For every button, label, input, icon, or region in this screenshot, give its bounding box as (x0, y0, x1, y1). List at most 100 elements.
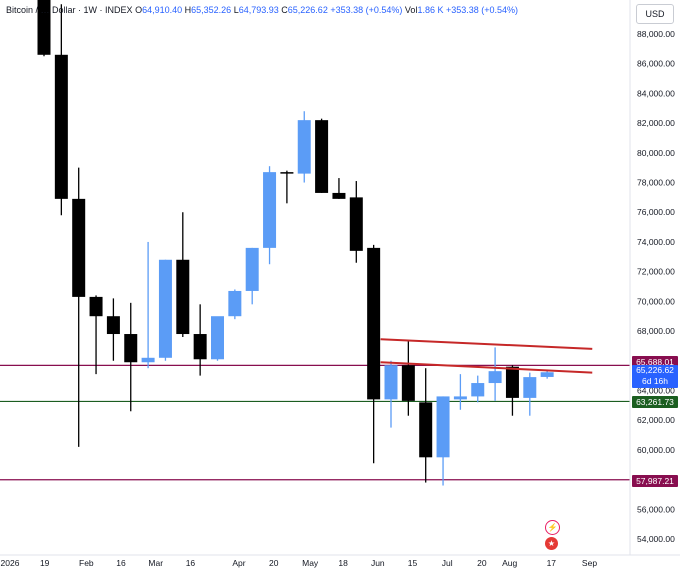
symbol-name[interactable]: Bitcoin / … Dollar (6, 5, 76, 15)
candle-9 (193, 304, 207, 376)
price-tick-label: 86,000.00 (637, 59, 675, 69)
price-tick-label: 64,000.00 (637, 385, 675, 395)
candle-27 (505, 365, 519, 416)
open-label: O (135, 5, 143, 15)
time-tick-label: Aug (502, 558, 517, 568)
candle-body (37, 0, 51, 55)
candle-14 (280, 170, 294, 204)
close-label: C (281, 5, 288, 15)
candle-23 (436, 396, 450, 486)
candle-10 (211, 316, 224, 361)
exchange: INDEX (105, 5, 133, 15)
candle-body (280, 172, 294, 174)
candle-body (245, 247, 259, 291)
low-value: 64,793.93 (238, 5, 279, 15)
candle-body (176, 259, 190, 335)
candle-19 (367, 244, 381, 464)
candle-13 (263, 166, 277, 265)
candle-body (436, 396, 450, 458)
price-tick-label: 74,000.00 (637, 237, 675, 247)
candle-body (72, 198, 86, 297)
resistance-trend-line-1 (380, 361, 593, 374)
candle-body (453, 396, 467, 400)
candle-11 (228, 289, 242, 320)
time-tick-label: 16 (116, 558, 126, 568)
high-label: H (184, 5, 192, 15)
candle-17 (332, 178, 346, 199)
candle-16 (315, 118, 329, 193)
price-tick-label: 60,000.00 (637, 445, 675, 455)
bar-countdown: 6d 16h (642, 376, 668, 386)
time-tick-label: Feb (79, 558, 94, 568)
symbol-legend: Bitcoin / … Dollar · 1W · INDEX O64,910.… (6, 5, 519, 15)
interval: 1W (83, 5, 98, 15)
middle-level-price-tag: 63,261.73 (632, 396, 678, 408)
price-tick-label: 82,000.00 (637, 118, 675, 128)
current-price-value: 65,226.62 (636, 365, 674, 375)
time-tick-label: Mar (148, 558, 163, 568)
time-tick-label: 2026 (1, 558, 20, 568)
current-price-tag: 65,226.62 6d 16h (632, 365, 678, 388)
price-tick-label: 72,000.00 (637, 267, 675, 277)
candle-body (471, 383, 485, 397)
candle-22 (419, 368, 433, 483)
candle-body (540, 372, 554, 377)
candle-body (332, 192, 346, 199)
candle-body (315, 120, 329, 193)
time-tick-label: 16 (186, 558, 196, 568)
price-tick-label: 62,000.00 (637, 415, 675, 425)
price-tick-label: 54,000.00 (637, 534, 675, 544)
candle-25 (471, 375, 485, 403)
candle-body (349, 197, 363, 251)
time-tick-label: May (302, 558, 319, 568)
lightning-icon[interactable]: ⚡ (545, 520, 560, 535)
time-tick-label: 15 (408, 558, 418, 568)
price-tick-label: 80,000.00 (637, 148, 675, 158)
candle-12 (245, 247, 259, 305)
candle-body (384, 365, 398, 400)
candle-body (54, 54, 68, 199)
high-value: 65,352.26 (191, 5, 232, 15)
price-tick-label: 56,000.00 (637, 504, 675, 514)
candle-body (106, 316, 120, 335)
volume-value: 1.86 K (417, 5, 444, 15)
candle-body (211, 316, 224, 360)
candle-body (419, 402, 433, 458)
time-tick-label: Apr (232, 558, 245, 568)
time-tick-label: 20 (269, 558, 279, 568)
open-value: 64,910.40 (142, 5, 183, 15)
candle-7 (158, 259, 172, 361)
candle-body (158, 259, 172, 358)
price-tick-label: 68,000.00 (637, 326, 675, 336)
time-tick-label: 19 (40, 558, 50, 568)
candle-21 (401, 339, 415, 416)
price-tick-label: 78,000.00 (637, 178, 675, 188)
candle-body (124, 334, 138, 363)
candle-body (505, 366, 519, 398)
candle-15 (297, 111, 311, 183)
candle-0 (37, 0, 51, 57)
candle-body (523, 377, 537, 398)
change-value: +353.38 (+0.54%) (330, 5, 403, 15)
close-value: 65,226.62 (287, 5, 328, 15)
candle-5 (124, 302, 138, 412)
price-tick-label: 70,000.00 (637, 296, 675, 306)
volume-change-value: +353.38 (+0.54%) (445, 5, 519, 15)
candle-29 (540, 370, 554, 379)
currency-button[interactable]: USD (636, 4, 674, 24)
time-tick-label: Sep (582, 558, 597, 568)
lower-level-price-tag: 57,987.21 (632, 475, 678, 487)
candle-body (193, 334, 207, 360)
time-tick-label: 17 (547, 558, 557, 568)
candle-body (488, 371, 502, 384)
us-flag-icon[interactable]: ★ (545, 537, 558, 550)
candle-body (89, 296, 103, 317)
candle-body (228, 290, 242, 317)
volume-label: Vol (404, 5, 418, 15)
candle-18 (349, 181, 363, 263)
candle-body (367, 247, 381, 400)
time-tick-label: 18 (338, 558, 348, 568)
candle-3 (89, 295, 103, 375)
